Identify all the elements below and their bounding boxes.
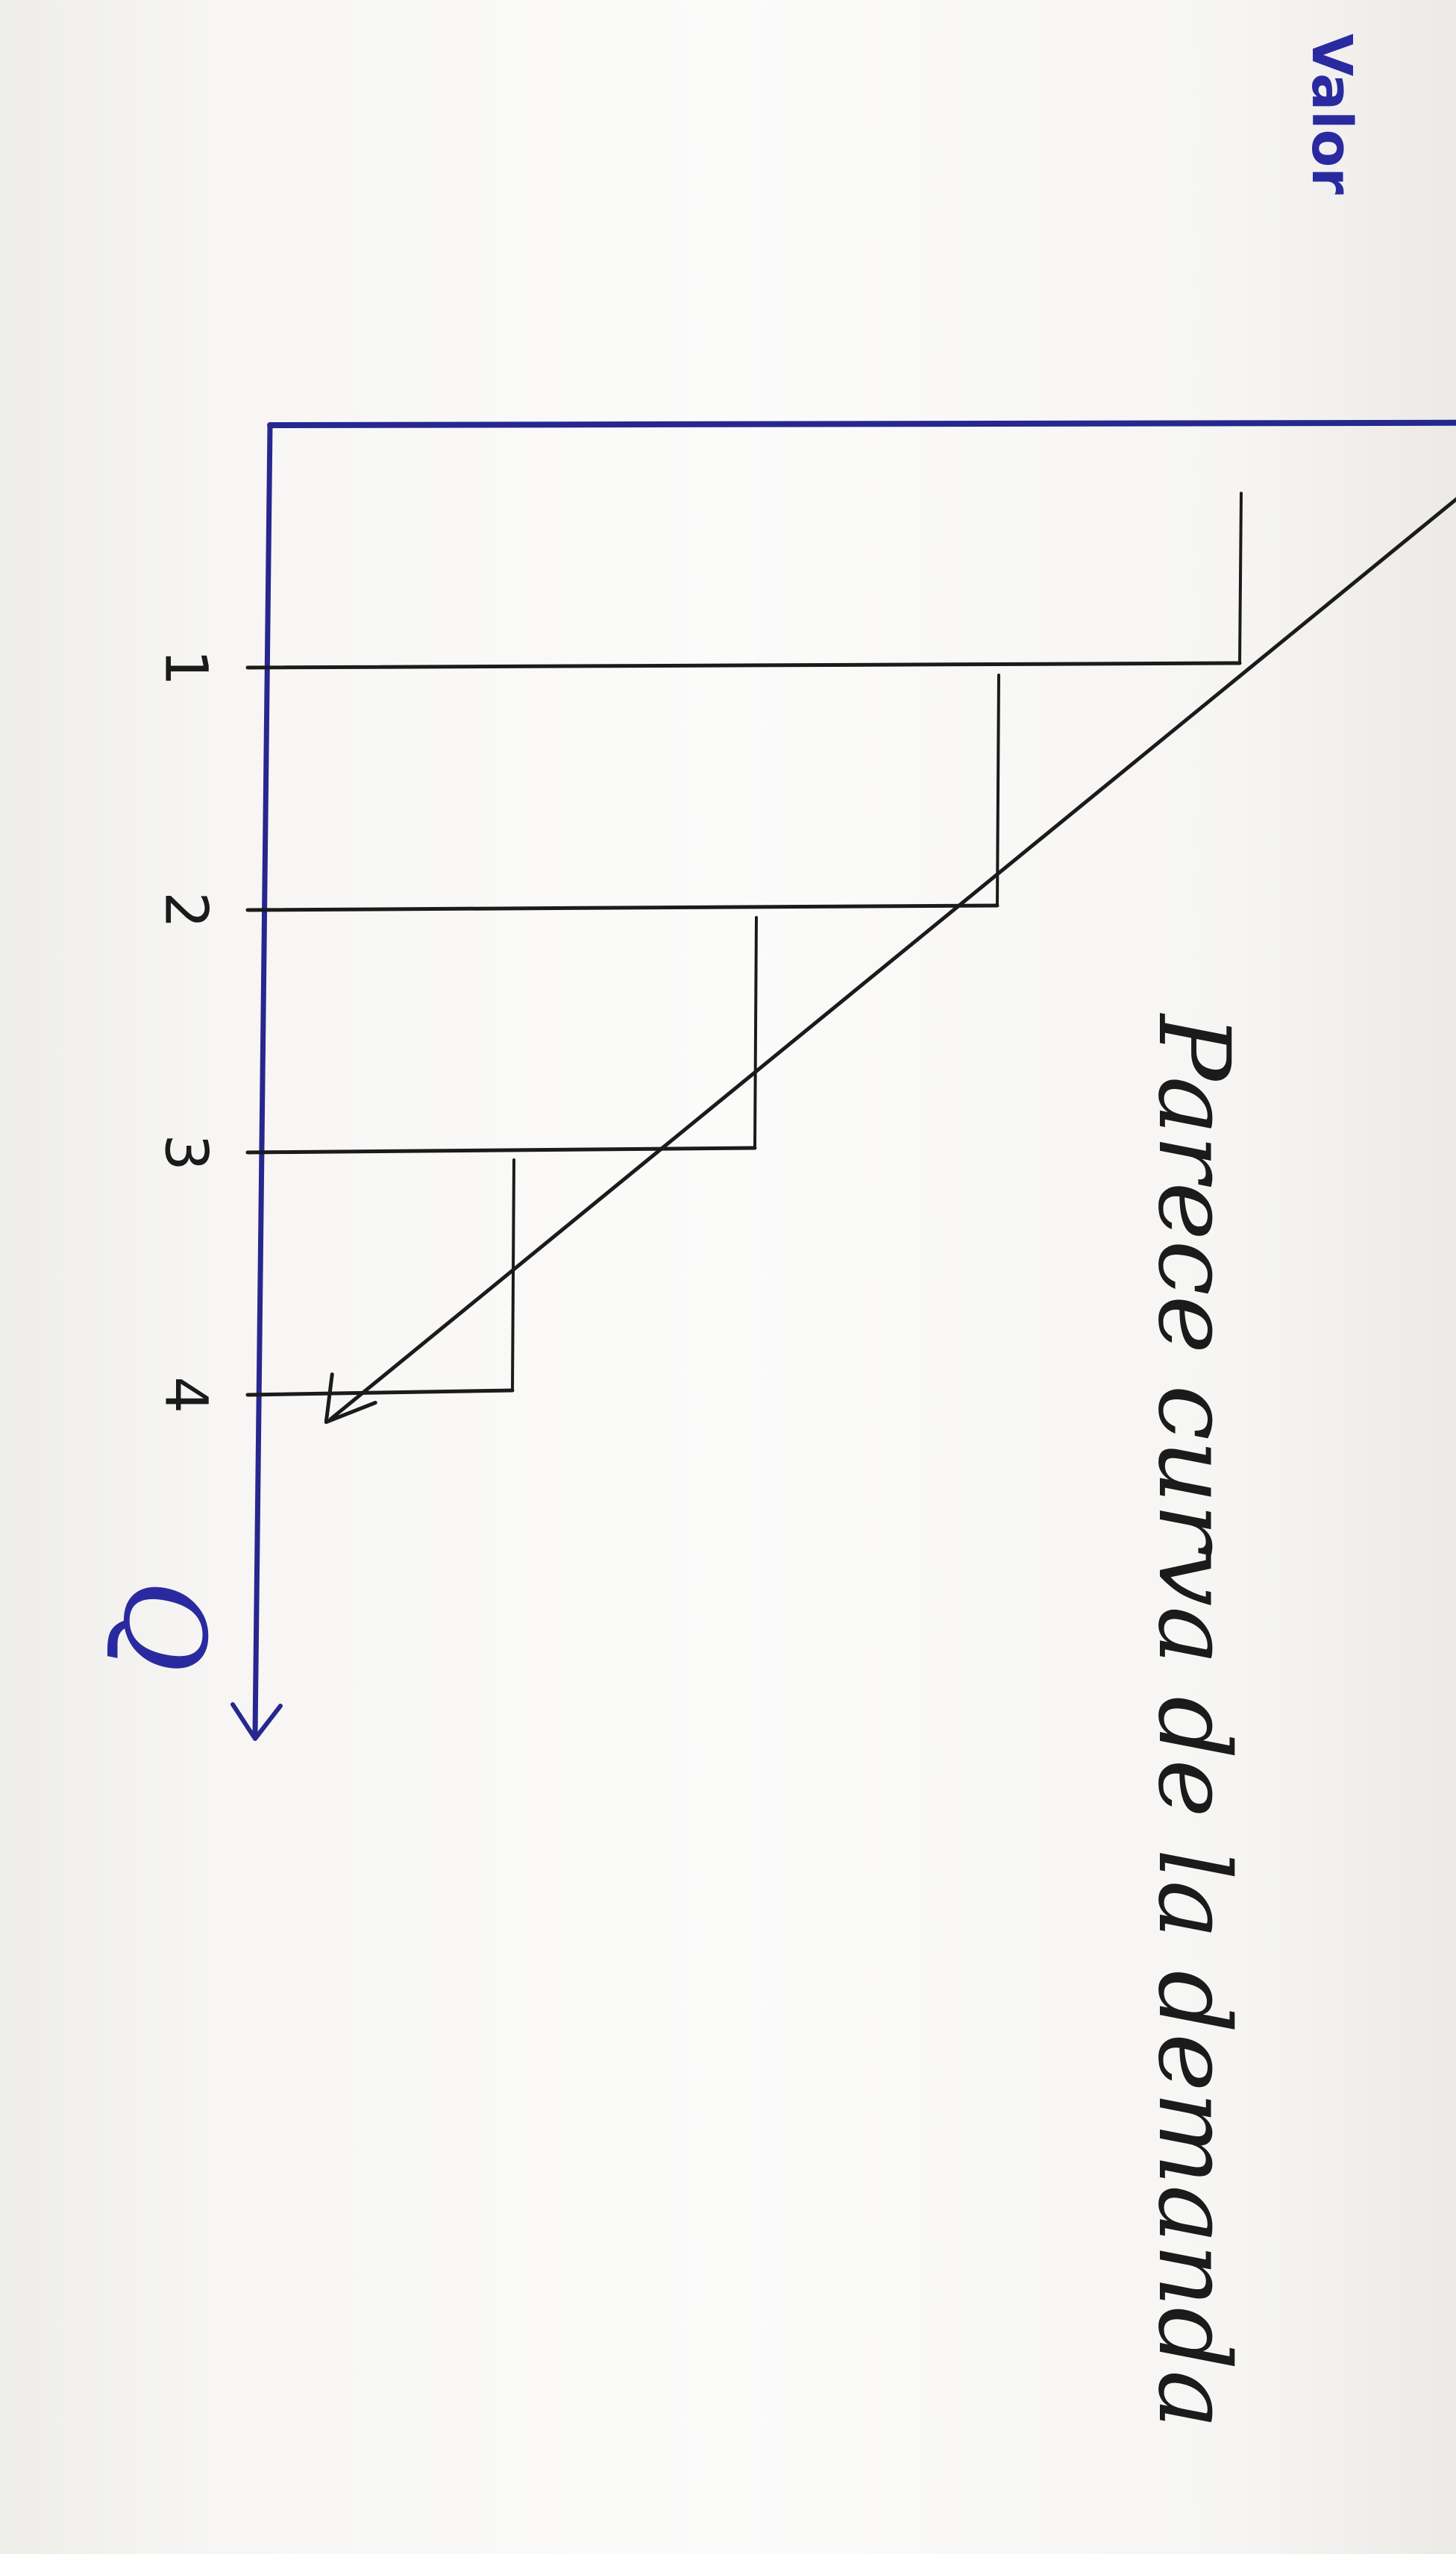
step-line-1: [245, 661, 1242, 670]
step-line-2: [245, 903, 1000, 912]
demand-curve-line: [328, 497, 1456, 1421]
step-lines: [245, 492, 1243, 1397]
tick-label-1: 1: [152, 649, 219, 686]
tick-label-3: 3: [152, 1134, 219, 1171]
axes: [230, 419, 1456, 1741]
x-axis-label: Q: [98, 1581, 228, 1672]
q-axis: [252, 422, 273, 1737]
demand-curve-arrowhead: [324, 1372, 377, 1424]
step-riser-1: [1238, 492, 1243, 665]
step-riser-4: [511, 1158, 515, 1392]
demand-curve: [324, 497, 1456, 1424]
y-axis-label: Valor: [1299, 34, 1364, 195]
step-line-3: [245, 1146, 757, 1155]
q-axis-arrowhead: [230, 1702, 283, 1741]
step-line-4: [245, 1388, 515, 1397]
tick-labels: 1 2 3 4: [152, 649, 219, 1414]
step-riser-3: [753, 916, 758, 1149]
tick-label-2: 2: [152, 891, 219, 929]
tick-label-4: 4: [152, 1376, 219, 1414]
step-riser-2: [996, 674, 1000, 907]
valor-axis: [267, 419, 1456, 428]
chart-title: Parece curva de la demanda: [1136, 1013, 1251, 2429]
